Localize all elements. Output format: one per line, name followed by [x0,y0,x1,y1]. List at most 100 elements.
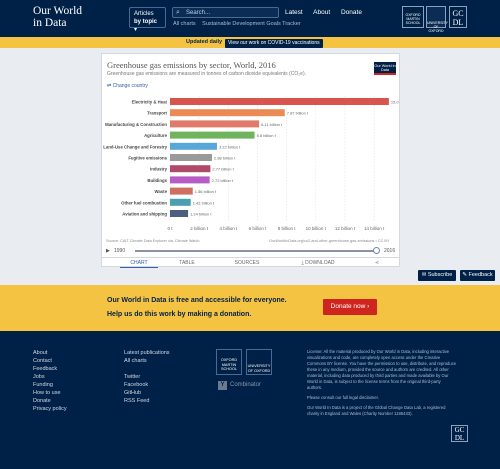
chart-license-link[interactable]: OurWorldInData.org/co2-and-other-greenho… [269,239,390,243]
subscribe-button[interactable]: ✉ Subscribe [418,270,456,281]
change-country-label: Change country [112,83,148,89]
footer-gcdl-logo[interactable]: GC DL [451,425,468,442]
category-label: Other fuel combustion [121,200,167,205]
footer-oxford-martin-logo[interactable]: OXFORD MARTIN SCHOOL [216,349,242,375]
nav-about[interactable]: About [313,9,331,16]
owid-chart-logo[interactable]: Our World in Data [374,62,396,75]
change-country-button[interactable]: ⇄ Change country [107,83,148,89]
category-label: Buildings [147,178,167,183]
x-tick-label: 0 t [167,226,173,231]
footer-link-latest-publications[interactable]: Latest publications [124,350,170,356]
chevron-down-icon: ▾ [134,27,138,33]
footer-oxford-logo[interactable]: UNIVERSITY OF OXFORD [246,349,272,375]
value-label: 7.87 billion t [287,111,309,116]
timeline-end: 2016 [384,248,396,254]
search-placeholder: Search... [186,10,211,16]
value-label: 2.77 billion t [212,167,234,172]
donate-line-2: Help us do this work by making a donatio… [107,311,252,318]
footer-link-donate[interactable]: Donate [33,398,51,404]
timeline-handle[interactable] [373,247,380,254]
footer-col-1: About Contact Feedback Jobs Funding How … [33,349,67,413]
timeline-fill [135,250,375,252]
feedback-button[interactable]: ✎ Feedback [460,270,495,281]
footer-spacer [124,365,170,373]
footer-link-twitter[interactable]: Twitter [124,374,141,380]
footer-link-feedback[interactable]: Feedback [33,366,58,372]
banner-text: Updated daily [186,39,223,45]
footer-link-how-to-use[interactable]: How to use [33,390,61,396]
footer-link-facebook[interactable]: Facebook [124,382,149,388]
license-paragraph-3: Our World In Data is a project of the Gl… [307,405,446,416]
value-label: 2.88 billion t [214,156,236,161]
value-label: 1.24 billion t [190,212,212,217]
donate-now-button[interactable]: Donate now › [323,299,377,315]
share-icon[interactable]: ⋖ [374,260,380,266]
by-topic-label: by topic [134,19,158,25]
header-sub-links: All charts Sustainable Development Goals… [173,21,306,27]
bar [170,109,285,117]
oxford-logo[interactable]: UNIVERSITY OF OXFORD [426,6,448,33]
chart-card: Greenhouse gas emissions by sector, Worl… [101,53,400,268]
footer-link-contact[interactable]: Contact [33,358,52,364]
footer-link-about[interactable]: About [33,350,48,356]
all-charts-link[interactable]: All charts [173,21,196,27]
x-tick-label: 8 billion t [278,226,297,231]
category-label: Transport [147,111,167,116]
gcdl-logo[interactable]: GC DL [449,6,467,28]
category-label: Fugitive emissions [128,156,167,161]
nav-latest[interactable]: Latest [285,9,303,16]
nav-donate[interactable]: Donate [340,9,362,16]
tab-sources[interactable]: SOURCES [234,260,260,266]
bar [170,187,193,195]
tab-download[interactable]: ⤓ DOWNLOAD [292,258,344,268]
value-label: 1.56 billion t [195,189,217,194]
bar [170,131,255,139]
site-footer: About Contact Feedback Jobs Funding How … [0,331,500,469]
footer-link-funding[interactable]: Funding [33,382,53,388]
play-icon[interactable]: ▶ [106,248,110,254]
bar [170,198,191,206]
footer-link-jobs[interactable]: Jobs [33,374,45,380]
footer-link-privacy[interactable]: Privacy policy [33,406,67,412]
bar [170,210,189,217]
bar [170,142,217,150]
covid-vaccinations-button[interactable]: View our work on COVID-19 vaccinations [225,38,323,48]
x-tick-label: 14 billion t [364,226,385,231]
tab-table[interactable]: TABLE [179,260,195,266]
category-label: Agriculture [144,133,168,138]
category-label: Electricity & Heat [132,100,168,105]
chat-icon: ✎ [462,272,469,278]
search-input[interactable]: ⌕ Search... [172,7,279,18]
articles-by-topic-button[interactable]: Articles by topic ▾ [129,7,166,33]
site-header: Our World in Data Articles by topic ▾ ⌕ … [0,0,500,37]
owid-logo[interactable]: Our World in Data [33,5,82,29]
category-label: Aviation and shipping [122,212,167,217]
logo-line-2: in Data [33,17,67,29]
timeline-slider[interactable] [135,250,375,252]
chart-title: Greenhouse gas emissions by sector, Worl… [107,60,276,70]
articles-label: Articles [134,11,154,17]
footer-link-rss[interactable]: RSS Feed [124,398,150,404]
footer-link-all-charts[interactable]: All charts [124,358,147,364]
search-icon: ⌕ [176,9,180,16]
y-icon: Y [218,381,227,390]
mail-icon: ✉ [421,272,428,278]
covid-banner: Updated daily View our work on COVID-19 … [0,37,500,48]
swap-icon: ⇄ [107,83,113,89]
timeline-start: 1990 [114,248,126,254]
download-label: DOWNLOAD [305,260,335,266]
chart-source[interactable]: Source: CAIT Climate Data Explorer via. … [106,239,200,243]
sdg-tracker-link[interactable]: Sustainable Development Goals Tracker [202,21,301,27]
footer-link-github[interactable]: GitHub [124,390,142,396]
top-nav: Latest About Donate [285,9,371,16]
subscribe-label: Subscribe [427,272,453,278]
oxford-martin-logo[interactable]: OXFORD MARTIN SCHOOL [402,6,424,28]
x-tick-label: 2 billion t [190,226,209,231]
license-paragraph-2[interactable]: Please consult our full legal disclaimer… [307,395,379,400]
bar-chart: 0 t 2 billion t 4 billion t 6 billion t 8 bi… [103,96,399,231]
download-icon: ⤓ [301,260,306,266]
bar [170,120,260,128]
ycombinator-logo[interactable]: Y Combinator [218,381,261,390]
ycombinator-label: Combinator [230,382,262,388]
tab-chart[interactable]: CHART [120,258,158,268]
